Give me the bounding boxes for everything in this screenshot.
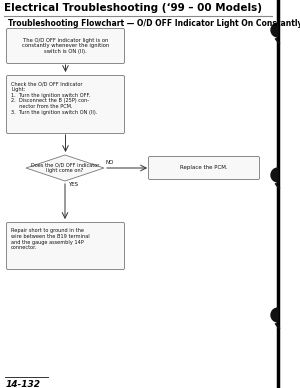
Text: Repair short to ground in the
wire between the B19 terminal
and the gauge assemb: Repair short to ground in the wire betwe…: [11, 228, 90, 250]
FancyBboxPatch shape: [148, 156, 260, 180]
Wedge shape: [271, 168, 278, 182]
Wedge shape: [271, 308, 278, 322]
Text: Does the O/D OFF indicator
light come on?: Does the O/D OFF indicator light come on…: [31, 163, 99, 173]
Text: NO: NO: [106, 160, 114, 165]
FancyBboxPatch shape: [7, 28, 124, 64]
Text: Check the O/D OFF Indicator
Light:
1.  Turn the ignition switch OFF.
2.  Disconn: Check the O/D OFF Indicator Light: 1. Tu…: [11, 81, 98, 115]
Text: Replace the PCM.: Replace the PCM.: [180, 166, 228, 170]
FancyBboxPatch shape: [7, 76, 124, 133]
Text: The O/D OFF indicator light is on
constantly whenever the ignition
switch is ON : The O/D OFF indicator light is on consta…: [22, 38, 109, 54]
Text: Electrical Troubleshooting (‘99 – 00 Models): Electrical Troubleshooting (‘99 – 00 Mod…: [4, 3, 262, 13]
Text: Troubleshooting Flowchart — O/D OFF Indicator Light On Constantly: Troubleshooting Flowchart — O/D OFF Indi…: [8, 19, 300, 28]
Polygon shape: [26, 155, 104, 181]
Text: 14-132: 14-132: [6, 380, 41, 388]
FancyBboxPatch shape: [7, 222, 124, 270]
Text: YES: YES: [68, 182, 78, 187]
Wedge shape: [271, 23, 278, 37]
